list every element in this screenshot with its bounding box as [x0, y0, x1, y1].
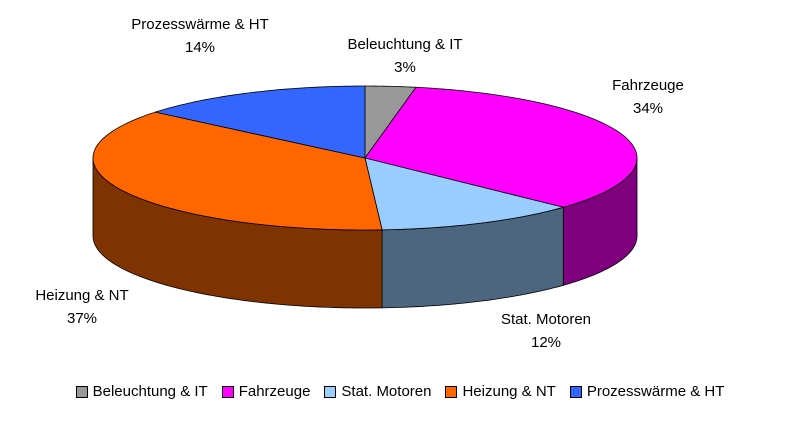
data-label: Heizung & NT 37% — [2, 284, 162, 330]
legend: Beleuchtung & IT Fahrzeuge Stat. Motoren He… — [0, 383, 800, 400]
data-label-name: Stat. Motoren — [500, 311, 592, 328]
data-label-value: 37% — [66, 310, 98, 327]
data-label-name: Beleuchtung & IT — [347, 36, 463, 53]
data-label-value: 14% — [184, 39, 216, 56]
legend-item: Stat. Motoren — [324, 383, 431, 400]
legend-swatch — [75, 385, 88, 398]
data-label: Fahrzeuge 34% — [568, 74, 728, 120]
pie-area — [92, 85, 638, 309]
legend-item: Beleuchtung & IT — [75, 383, 208, 400]
legend-swatch — [324, 385, 337, 398]
legend-label: Beleuchtung & IT — [92, 383, 208, 400]
data-label-value: 34% — [632, 100, 664, 117]
legend-item: Fahrzeuge — [221, 383, 311, 400]
data-label: Prozesswärme & HT 14% — [125, 13, 275, 59]
data-label-value: 3% — [394, 59, 416, 76]
legend-label: Stat. Motoren — [341, 383, 432, 400]
data-label-name: Heizung & NT — [35, 287, 129, 304]
legend-swatch — [221, 385, 234, 398]
data-label: Beleuchtung & IT 3% — [325, 33, 485, 79]
slice — [364, 86, 638, 208]
data-label: Stat. Motoren 12% — [466, 308, 626, 354]
data-label-name: Prozesswärme & HT — [131, 16, 269, 33]
data-label-name: Fahrzeuge — [612, 77, 684, 94]
legend-swatch — [445, 385, 458, 398]
legend-label: Prozesswärme & HT — [586, 383, 725, 400]
slice — [92, 111, 383, 231]
slice — [153, 85, 366, 159]
legend-item: Heizung & NT — [445, 383, 556, 400]
legend-label: Heizung & NT — [462, 383, 556, 400]
legend-item: Prozesswärme & HT — [569, 383, 725, 400]
data-label-value: 12% — [530, 334, 562, 351]
legend-label: Fahrzeuge — [238, 383, 311, 400]
legend-swatch — [569, 385, 582, 398]
slice — [364, 157, 565, 231]
